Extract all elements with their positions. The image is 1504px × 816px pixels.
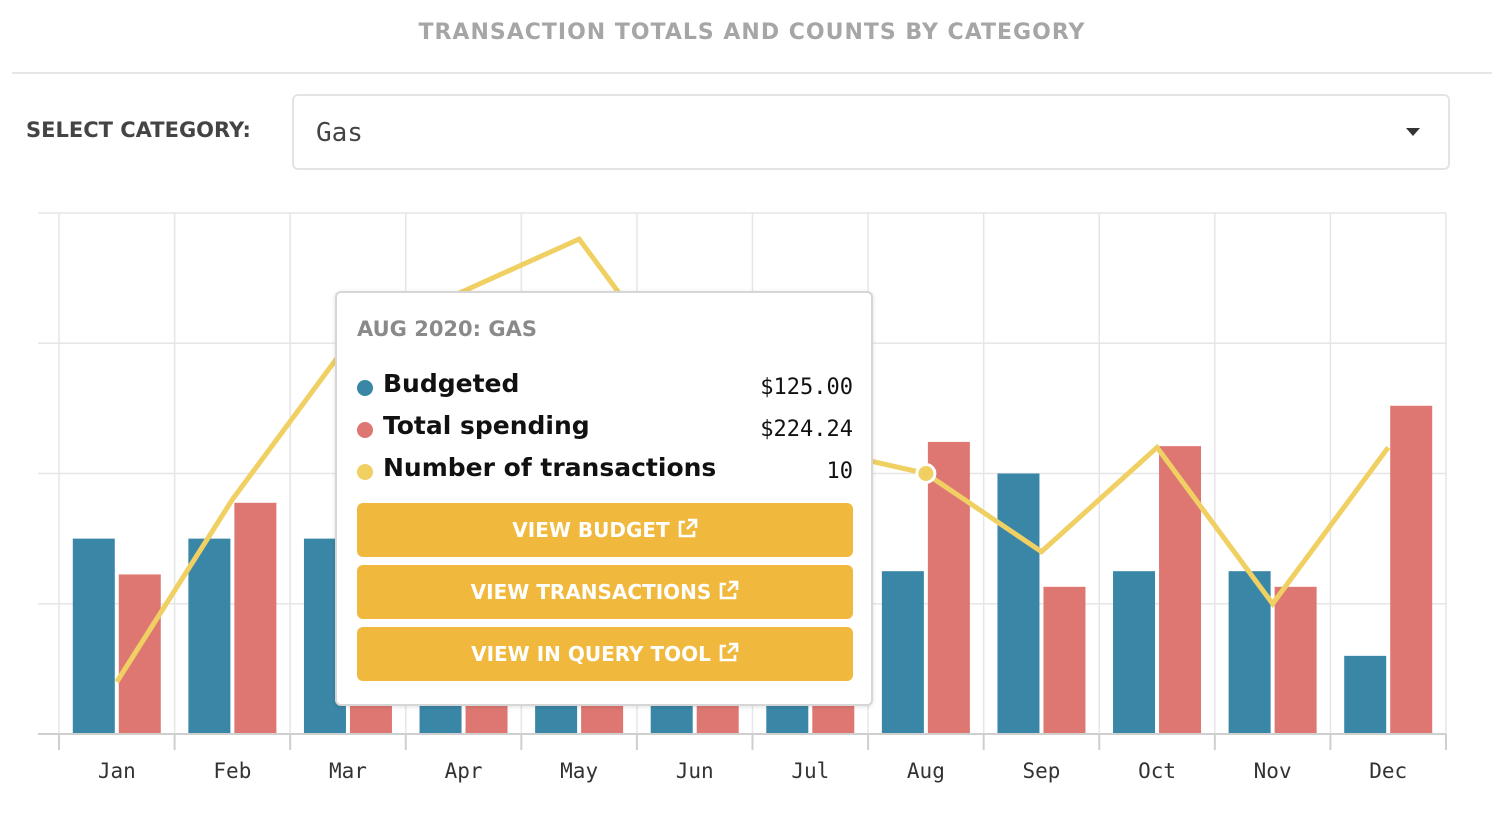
tooltip-row-value: 10 [826, 459, 854, 484]
spending-bar [234, 502, 277, 734]
tooltip-row-value: $125.00 [760, 375, 853, 400]
x-tick-label: Jan [98, 759, 136, 783]
button-label: VIEW TRANSACTIONS [470, 580, 712, 604]
external-link-icon [719, 642, 739, 662]
view-transactions-button[interactable]: VIEW TRANSACTIONS [357, 565, 853, 619]
tooltip-row-value: $224.24 [760, 417, 853, 442]
x-tick-label: Feb [213, 759, 251, 783]
x-tick-label: Nov [1254, 759, 1292, 783]
x-tick-label: Jun [676, 759, 714, 783]
spending-bar [927, 441, 970, 734]
x-tick-label: May [560, 759, 598, 783]
x-tick-label: Dec [1369, 759, 1407, 783]
button-label: VIEW IN QUERY TOOL [471, 642, 711, 666]
budgeted-bar [72, 538, 115, 734]
tooltip-row-label: Budgeted [383, 369, 520, 398]
budgeted-bar [997, 473, 1040, 734]
spending-bar [1043, 586, 1086, 734]
view-in-query-tool-button[interactable]: VIEW IN QUERY TOOL [357, 627, 853, 681]
spending-bar [1274, 586, 1317, 734]
title-divider [12, 72, 1492, 74]
spending-bar [1390, 405, 1433, 734]
budgeted-bar [881, 571, 924, 734]
external-link-icon [720, 580, 739, 600]
x-tick-label: Jul [791, 759, 829, 783]
select-category-label: SELECT CATEGORY: [26, 118, 251, 142]
transactions-count-point [915, 463, 937, 484]
tooltip-row-spending: Total spending $224.24 [357, 411, 853, 445]
tooltip-row-count: Number of transactions 10 [357, 453, 853, 487]
spending-dot-icon [357, 422, 373, 438]
category-select-value: Gas [316, 118, 363, 148]
chart-title: TRANSACTION TOTALS AND COUNTS BY CATEGOR… [418, 20, 1086, 45]
spending-bar [1159, 446, 1202, 734]
tooltip-title: AUG 2020: GAS [357, 317, 537, 341]
external-link-icon [678, 518, 698, 538]
chart-tooltip: AUG 2020: GAS Budgeted $125.00 Total spe… [335, 291, 873, 706]
budgeted-bar [1344, 655, 1387, 734]
tooltip-row-budgeted: Budgeted $125.00 [357, 369, 853, 403]
x-tick-label: Oct [1138, 759, 1176, 783]
x-tick-label: Mar [329, 759, 367, 783]
spending-bar [118, 574, 161, 734]
view-budget-button[interactable]: VIEW BUDGET [357, 503, 853, 557]
budgeted-bar [1113, 571, 1156, 734]
category-select[interactable]: Gas [292, 94, 1450, 170]
x-tick-label: Sep [1022, 759, 1060, 783]
count-dot-icon [357, 464, 373, 480]
tooltip-row-label: Number of transactions [383, 453, 717, 482]
x-tick-label: Aug [907, 759, 945, 783]
budgeted-bar [1228, 571, 1271, 734]
chevron-down-icon[interactable] [1406, 128, 1420, 136]
tooltip-row-label: Total spending [383, 411, 590, 440]
budgeted-bar [188, 538, 231, 734]
x-tick-label: Apr [445, 759, 483, 783]
budgeted-dot-icon [357, 380, 373, 396]
button-label: VIEW BUDGET [512, 518, 670, 542]
